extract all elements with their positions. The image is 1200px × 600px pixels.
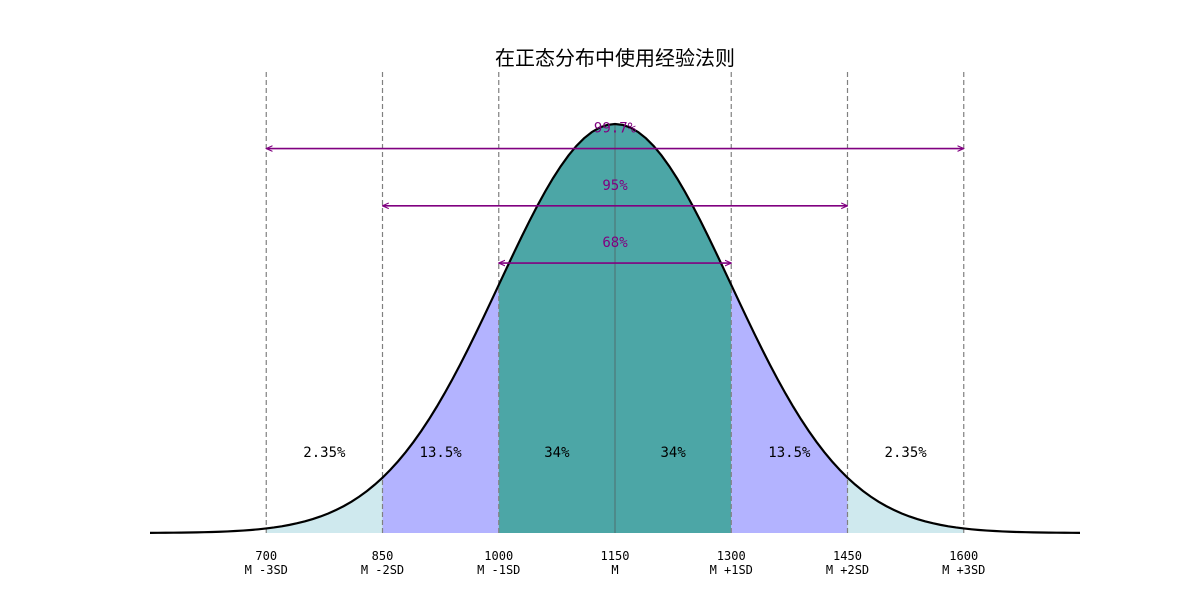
range-label-0: 99.7% <box>594 121 637 137</box>
tick-value-4: 1300 <box>717 549 746 563</box>
region-area-3 <box>615 124 732 533</box>
tick-value-3: 1150 <box>601 549 630 563</box>
tick-value-1: 850 <box>372 549 394 563</box>
region-label-2: 34% <box>544 445 570 461</box>
range-arrows: 99.7% 95% 68% <box>266 121 964 264</box>
tick-label-3: M <box>611 563 618 577</box>
tick-label-4: M +1SD <box>710 563 753 577</box>
tick-value-5: 1450 <box>833 549 862 563</box>
tick-label-0: M -3SD <box>245 563 288 577</box>
region-label-5: 2.35% <box>885 445 928 461</box>
region-percent-labels: 2.35% 13.5% 34% 34% 13.5% 2.35% <box>303 445 927 461</box>
region-area-2 <box>498 124 615 533</box>
tick-value-2: 1000 <box>484 549 513 563</box>
tick-value-6: 1600 <box>949 549 978 563</box>
tick-label-1: M -2SD <box>361 563 404 577</box>
density-curve <box>149 122 1081 534</box>
chart-title: 在正态分布中使用经验法则 <box>495 46 735 70</box>
tick-label-2: M -1SD <box>477 563 520 577</box>
density-curve-group <box>149 122 1081 534</box>
tick-label-6: M +3SD <box>942 563 985 577</box>
tick-label-5: M +2SD <box>826 563 869 577</box>
range-label-2: 68% <box>602 235 628 251</box>
region-area-0 <box>266 477 383 533</box>
region-label-1: 13.5% <box>420 445 463 461</box>
region-label-0: 2.35% <box>303 445 346 461</box>
range-label-1: 95% <box>602 178 628 194</box>
region-area-5 <box>847 477 964 533</box>
region-label-4: 13.5% <box>768 445 811 461</box>
region-label-3: 34% <box>660 445 686 461</box>
tick-value-0: 700 <box>255 549 277 563</box>
